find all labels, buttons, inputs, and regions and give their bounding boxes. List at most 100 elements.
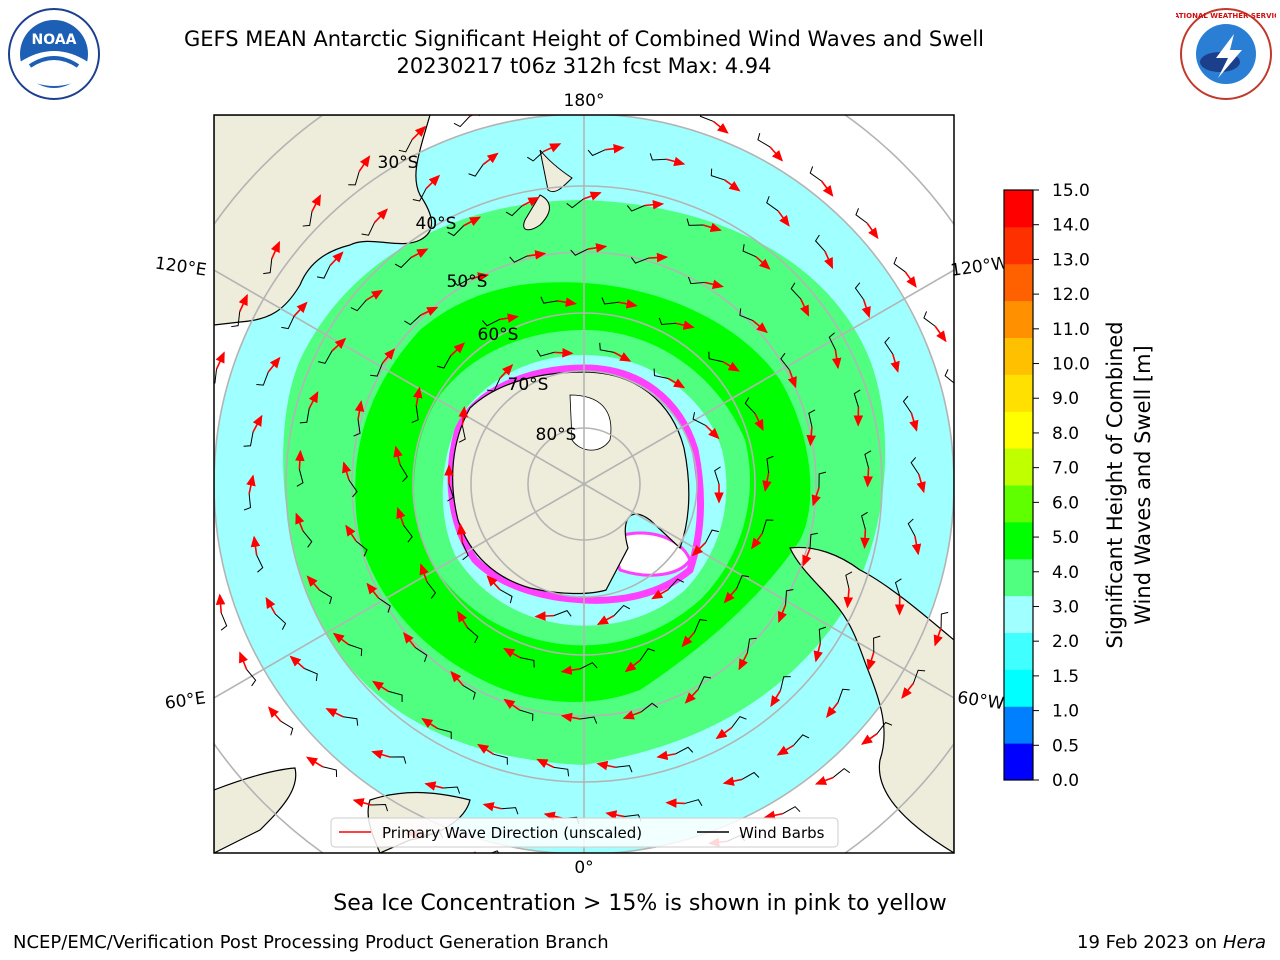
wind-barb xyxy=(845,571,853,589)
wind-barb xyxy=(466,627,479,644)
wave-arrow xyxy=(469,272,490,282)
wind-barb xyxy=(274,613,287,630)
wind-barb xyxy=(394,257,412,269)
wind-barb xyxy=(884,336,894,355)
wave-arrow xyxy=(203,413,210,430)
wind-barb xyxy=(318,350,333,364)
wave-arrow xyxy=(777,604,787,624)
wind-barb xyxy=(854,282,865,300)
colorbar-segment xyxy=(1004,595,1033,633)
colorbar-tick-label: 14.0 xyxy=(1052,216,1090,236)
wind-barb xyxy=(437,728,452,740)
wind-barb xyxy=(587,149,606,157)
wind-barb xyxy=(468,164,484,177)
wind-barb xyxy=(837,688,850,703)
map-frame xyxy=(213,114,955,854)
wave-arrow xyxy=(421,717,439,730)
wave-arrow xyxy=(755,256,771,270)
wave-arrow xyxy=(738,652,749,671)
wind-barb xyxy=(545,861,562,867)
wind-barb xyxy=(766,196,779,212)
wind-barb xyxy=(944,369,954,384)
colorbar-segment xyxy=(1004,485,1033,523)
wave-arrow xyxy=(366,582,380,599)
colorbar-segment xyxy=(1004,706,1033,744)
wave-arrow xyxy=(372,680,389,693)
wave-arrow xyxy=(246,474,256,494)
wind-barb xyxy=(736,575,750,589)
nws-logo-text: NATIONAL WEATHER SERVICE xyxy=(1176,12,1276,20)
wind-barb xyxy=(426,581,437,599)
wind-barb xyxy=(667,578,685,590)
wind-barb xyxy=(686,218,704,226)
wind-barb xyxy=(742,244,757,258)
wave-arrow xyxy=(412,386,423,407)
wave-arrow xyxy=(916,474,926,494)
lon-label-60w: 60°W xyxy=(956,688,1005,714)
wind-barb xyxy=(280,720,294,736)
colorbar-tick-label: 5.0 xyxy=(1052,528,1079,548)
colorbar-tick-label: 4.0 xyxy=(1052,563,1079,583)
colorbar-tick-label: 7.0 xyxy=(1052,459,1079,479)
wind-barb xyxy=(378,597,391,613)
wave-arrow xyxy=(308,391,319,409)
meridian-lines xyxy=(214,115,954,853)
wind-barb xyxy=(873,635,881,653)
chart-title: GEFS MEAN Antarctic Significant Height o… xyxy=(183,27,985,51)
wind-barb xyxy=(348,171,360,186)
wind-barb xyxy=(493,753,508,765)
wind-barb xyxy=(907,518,916,537)
wave-arrow xyxy=(329,251,344,267)
wave-arrow xyxy=(624,659,641,673)
wave-arrow xyxy=(215,593,226,614)
wave-arrow xyxy=(365,289,384,301)
wind-barb xyxy=(832,768,851,778)
wind-barb xyxy=(371,803,389,812)
colorbar-tick-label: 8.0 xyxy=(1052,424,1079,444)
colorbar-segment xyxy=(1004,558,1033,597)
wind-barb xyxy=(940,611,949,629)
wind-barb xyxy=(414,647,428,663)
wave-direction-arrows xyxy=(199,115,961,867)
wave-arrow xyxy=(754,413,764,432)
wind-barb xyxy=(322,766,338,777)
wave-arrow xyxy=(425,174,441,190)
wave-arrow xyxy=(811,487,821,507)
sea-ice-edge xyxy=(447,364,704,604)
date-stamp: 19 Feb 2023 on Hera xyxy=(1077,932,1266,953)
wind-barb xyxy=(316,265,331,279)
wave-arrow xyxy=(499,364,514,379)
wave-arrow xyxy=(199,474,205,491)
wave-arrow xyxy=(486,575,501,591)
wind-barb xyxy=(688,276,705,285)
wave-arrow xyxy=(596,760,616,771)
wind-barb xyxy=(302,211,313,227)
wave-arrow xyxy=(345,524,357,542)
colorbar-tick-label: 12.0 xyxy=(1052,285,1090,305)
wind-barb xyxy=(626,205,645,212)
wind-barb xyxy=(780,676,791,691)
wave-arrow xyxy=(799,298,810,317)
wind-barb xyxy=(353,419,361,437)
wind-barb xyxy=(955,552,961,569)
wave-arrow xyxy=(252,414,263,433)
wave-arrow xyxy=(553,348,574,358)
wind-barb xyxy=(570,248,589,256)
wave-arrow xyxy=(420,306,439,316)
wave-arrow xyxy=(675,320,695,330)
wave-arrow xyxy=(293,301,308,317)
wave-arrow xyxy=(667,377,686,389)
wind-barb xyxy=(486,378,501,392)
wave-arrow xyxy=(684,688,699,704)
wave-arrow xyxy=(250,535,261,556)
wind-barb xyxy=(299,408,310,424)
wave-arrow xyxy=(776,744,794,756)
wave-arrow xyxy=(787,369,797,389)
wind-barb xyxy=(302,530,313,548)
wind-barb xyxy=(348,644,363,657)
wind-barb xyxy=(256,554,264,573)
wave-arrow xyxy=(814,775,834,785)
wind-barb xyxy=(692,412,706,426)
wave-arrow xyxy=(704,279,724,290)
wind-barb xyxy=(818,626,827,644)
